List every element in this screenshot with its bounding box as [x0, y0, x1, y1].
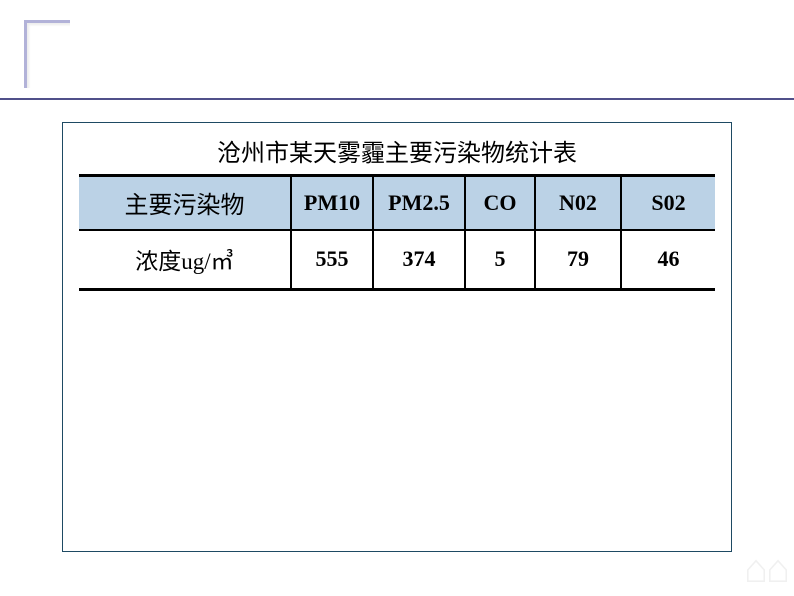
header-cell-pm25: PM2.5	[373, 176, 465, 230]
header-cell-label: 主要污染物	[79, 176, 291, 230]
table-row: 浓度ug/㎥ 555 374 5 79 46	[79, 230, 715, 290]
cell-pm10: 555	[291, 230, 373, 290]
cell-pm25: 374	[373, 230, 465, 290]
table-header-row: 主要污染物 PM10 PM2.5 CO N02 S02	[79, 176, 715, 230]
header-cell-pm10: PM10	[291, 176, 373, 230]
horizontal-divider	[0, 98, 794, 100]
header-cell-co: CO	[465, 176, 535, 230]
corner-accent	[24, 20, 70, 88]
cell-s02: 46	[621, 230, 715, 290]
cell-n02: 79	[535, 230, 621, 290]
watermark: ⌂⌂	[744, 545, 788, 592]
pollution-table: 主要污染物 PM10 PM2.5 CO N02 S02 浓度ug/㎥ 555 3…	[79, 174, 715, 291]
row-label: 浓度ug/㎥	[79, 230, 291, 290]
content-box: 沧州市某天雾霾主要污染物统计表 主要污染物 PM10 PM2.5 CO N02 …	[62, 122, 732, 552]
cell-co: 5	[465, 230, 535, 290]
header-cell-s02: S02	[621, 176, 715, 230]
table-title: 沧州市某天雾霾主要污染物统计表	[63, 123, 731, 174]
header-cell-n02: N02	[535, 176, 621, 230]
